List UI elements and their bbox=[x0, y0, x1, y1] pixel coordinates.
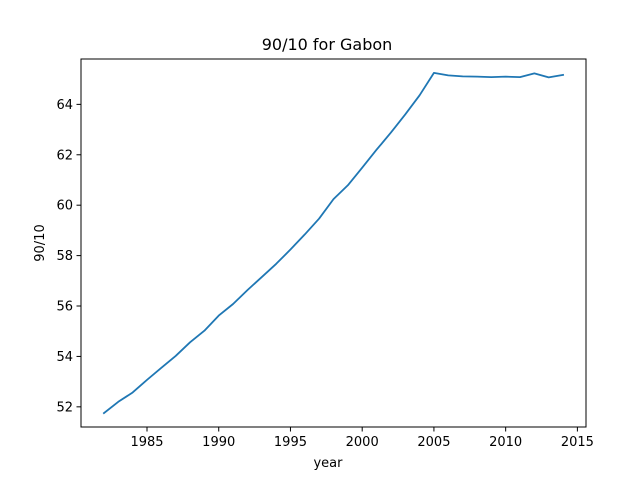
y-tick-label: 56 bbox=[56, 300, 73, 315]
y-tick-label: 58 bbox=[56, 249, 73, 264]
x-tick-label: 1990 bbox=[202, 435, 235, 450]
x-axis-ticks: 1985 1990 1995 2000 2005 2010 2015 bbox=[130, 427, 594, 450]
x-tick-label: 2015 bbox=[561, 435, 594, 450]
x-tick-label: 1995 bbox=[274, 435, 307, 450]
x-tick-label: 2005 bbox=[417, 435, 450, 450]
x-tick-label: 2000 bbox=[346, 435, 379, 450]
series-layer bbox=[102, 71, 565, 415]
x-axis-label: year bbox=[313, 456, 343, 471]
y-axis-label: 90/10 bbox=[33, 224, 48, 261]
x-tick-label: 2010 bbox=[489, 435, 522, 450]
y-tick-label: 52 bbox=[56, 400, 73, 415]
y-axis-ticks: 52 54 56 58 60 62 64 bbox=[56, 98, 81, 415]
y-tick-label: 54 bbox=[56, 350, 73, 365]
y-tick-label: 60 bbox=[56, 199, 73, 214]
x-tick-label: 1985 bbox=[130, 435, 163, 450]
y-tick-label: 64 bbox=[56, 98, 73, 113]
chart-title: 90/10 for Gabon bbox=[262, 35, 393, 54]
plot-frame bbox=[80, 58, 587, 428]
y-tick-label: 62 bbox=[56, 148, 73, 163]
series-line bbox=[102, 71, 565, 415]
